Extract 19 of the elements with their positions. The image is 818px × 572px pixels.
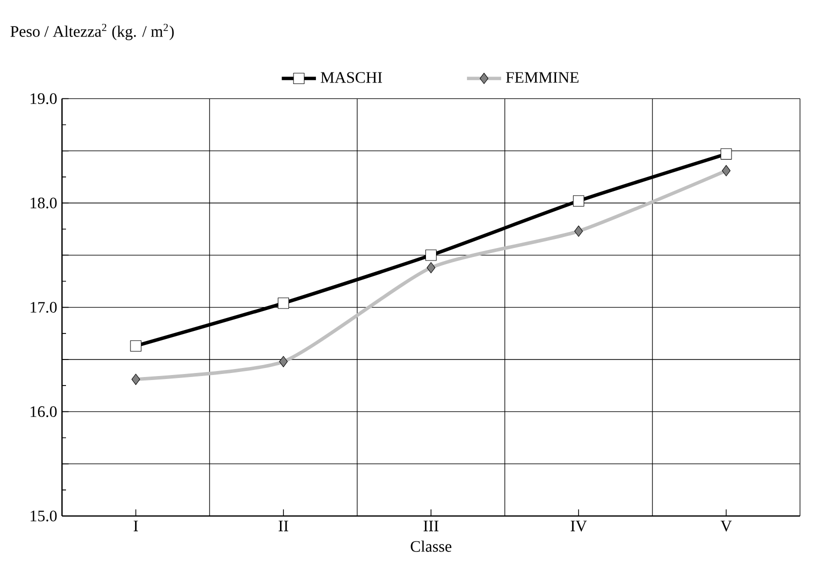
y-axis-title: Peso / Altezza$^{2}$ (kg. / m$^{2}$) bbox=[10, 24, 174, 40]
point bbox=[278, 298, 290, 309]
x-tick-label: III bbox=[424, 520, 438, 532]
point bbox=[720, 148, 732, 160]
y-tick-label: 17.0 bbox=[30, 302, 57, 313]
x-tick-label: I bbox=[134, 520, 138, 532]
y-tick-label: 19.0 bbox=[30, 93, 57, 104]
x-tick-label: V bbox=[720, 520, 732, 532]
y-tick-label: 15.0 bbox=[30, 510, 57, 522]
x-axis-title: Classe bbox=[410, 540, 452, 552]
x-tick-label: IV bbox=[570, 520, 587, 532]
point bbox=[130, 340, 142, 352]
point bbox=[573, 195, 584, 207]
y-tick-label: 16.0 bbox=[30, 406, 57, 418]
legend-label: MASCHI bbox=[320, 72, 382, 83]
x-tick-label: II bbox=[278, 520, 288, 532]
legend-label: FEMMINE bbox=[506, 72, 578, 83]
y-tick-label: 18.0 bbox=[30, 198, 57, 208]
point bbox=[425, 250, 437, 261]
